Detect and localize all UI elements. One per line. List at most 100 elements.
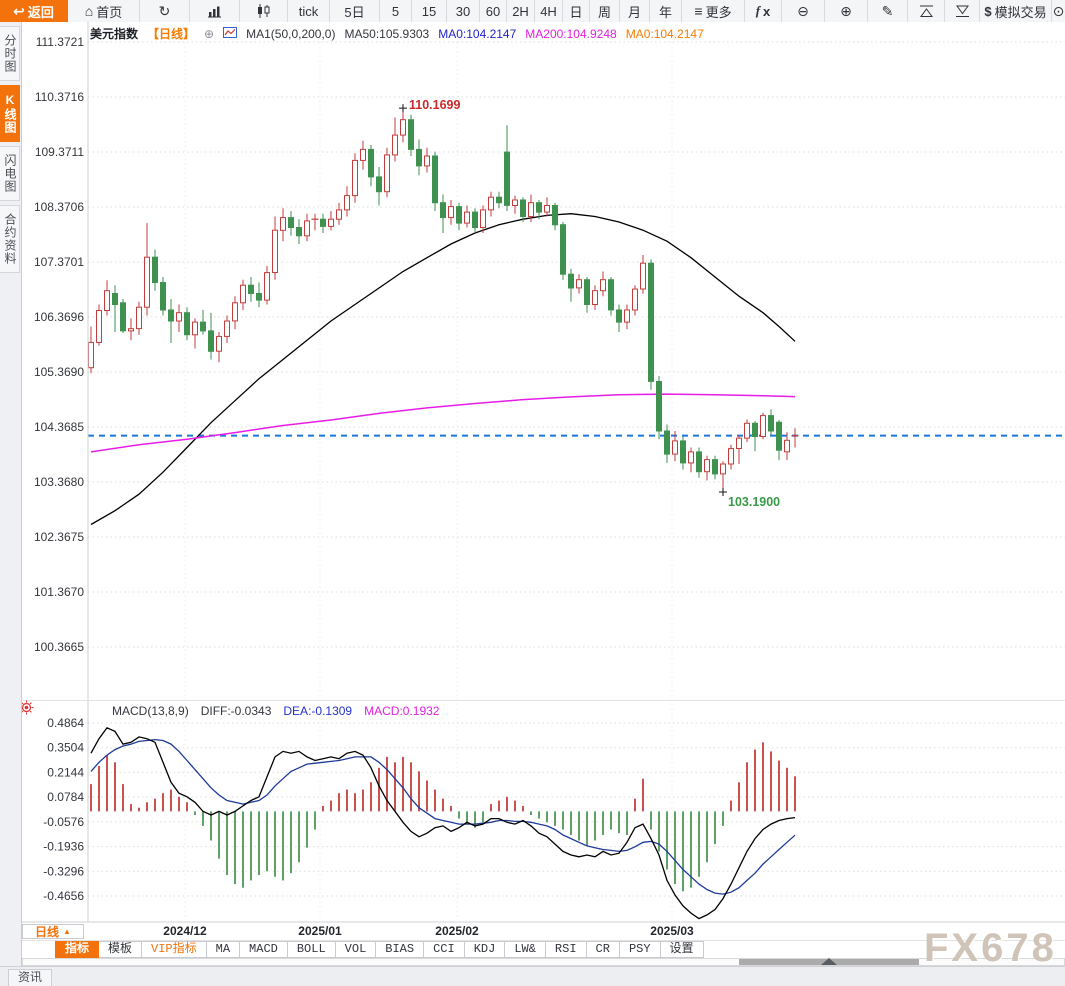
candle-body <box>768 415 774 432</box>
sidebar-item-lightning-chart[interactable]: 闪电图 <box>0 146 20 201</box>
candle-body <box>120 302 126 332</box>
candle-body <box>328 218 334 227</box>
circle-icon: ⊙ <box>1052 3 1065 19</box>
candle-body <box>264 272 270 301</box>
sidebar-item-kline-chart[interactable]: K线图 <box>0 85 20 142</box>
tab-rsi[interactable]: RSI <box>545 941 587 958</box>
triangle-up-icon: ▲ <box>63 927 71 936</box>
candle-body <box>152 256 158 284</box>
tab-boll[interactable]: BOLL <box>287 941 336 958</box>
interval-year-button[interactable]: 年 <box>650 0 682 22</box>
candle-body <box>280 217 286 231</box>
candle-body <box>248 284 254 295</box>
main-axis-label: 108.3706 <box>34 200 84 214</box>
tab-vip-indicator[interactable]: VIP指标 <box>142 941 207 958</box>
candle-body <box>144 256 150 308</box>
interval-30min-button[interactable]: 30 <box>447 0 480 22</box>
main-axis-label: 111.3721 <box>36 35 85 49</box>
tab-macd[interactable]: MACD <box>240 941 288 958</box>
indicator-target-icon[interactable] <box>19 700 34 720</box>
chart-header: 美元指数 【日线】 ⊕ MA1(50,0,200,0) MA50:105.930… <box>90 25 704 42</box>
tab-template[interactable]: 模板 <box>99 941 143 958</box>
candle-body <box>400 119 406 136</box>
ma-settings-icon[interactable] <box>223 26 238 41</box>
more-button[interactable]: ≡ 更多 <box>682 0 745 22</box>
interval-day-button[interactable]: 日 <box>563 0 590 22</box>
tab-cci[interactable]: CCI <box>424 941 465 958</box>
chart-scrollbar[interactable] <box>22 958 1065 966</box>
candle-body <box>608 279 614 311</box>
candle-body <box>184 312 190 336</box>
scrollbar-arrow-icon <box>821 958 837 965</box>
candle-body <box>696 451 702 473</box>
clipped-edge-button[interactable]: ⊙ <box>1052 0 1065 22</box>
candle-body <box>560 224 566 275</box>
tab-bias[interactable]: BIAS <box>376 941 425 958</box>
candle-body <box>512 199 518 206</box>
interval-5min-button[interactable]: 5 <box>380 0 412 22</box>
interval-15min-button[interactable]: 15 <box>412 0 447 22</box>
tab-indicator[interactable]: 指标 <box>55 941 100 958</box>
candle-body <box>360 148 366 161</box>
draw-button[interactable]: ✎ <box>868 0 908 22</box>
candle-body <box>536 202 542 213</box>
sidebar-item-contract-info[interactable]: 合约资料 <box>0 205 20 273</box>
tab-vol[interactable]: VOL <box>335 941 377 958</box>
candle-body <box>712 459 718 475</box>
candle-body <box>480 209 486 228</box>
main-axis-label: 109.3711 <box>35 145 84 159</box>
limit-down-button[interactable] <box>945 0 980 22</box>
zoom-in-button[interactable]: ⊕ <box>825 0 868 22</box>
macd-value: MACD:0.1932 <box>364 704 440 718</box>
candle-body <box>200 321 206 332</box>
macd-axis-label: 0.0784 <box>47 790 84 804</box>
interval-60min-button[interactable]: 60 <box>480 0 507 22</box>
tab-psy[interactable]: PSY <box>619 941 661 958</box>
tab-settings[interactable]: 设置 <box>660 941 704 958</box>
candle-body <box>96 310 102 343</box>
limit-up-button[interactable] <box>908 0 945 22</box>
candle-body <box>392 134 398 156</box>
interval-5day-button[interactable]: 5日 <box>330 0 380 22</box>
macd-axis-label: -0.3296 <box>43 864 84 878</box>
interval-tick-button[interactable]: tick <box>288 0 330 22</box>
tab-ma[interactable]: MA <box>206 941 241 958</box>
candle-body <box>544 205 550 213</box>
low-price-annotation: 103.1900 <box>728 495 780 509</box>
candle-body <box>288 217 294 229</box>
macd-axis-label: -0.4656 <box>43 889 84 903</box>
ma0-blue-value: MA0:104.2147 <box>438 26 517 41</box>
interval-2h-button[interactable]: 2H <box>507 0 535 22</box>
macd-axis-label: 0.4864 <box>47 716 84 730</box>
tab-kdj[interactable]: KDJ <box>464 941 506 958</box>
zoom-out-button[interactable]: ⊖ <box>782 0 825 22</box>
ma0-orange-value: MA0:104.2147 <box>625 26 704 41</box>
news-tab[interactable]: 资讯 <box>8 969 53 986</box>
period-selector[interactable]: 日线 ▲ <box>22 924 84 939</box>
candle-body <box>760 415 766 438</box>
simulated-trading-button[interactable]: $ 模拟交易 <box>980 0 1052 22</box>
main-axis-label: 103.3680 <box>34 475 84 489</box>
interval-month-button[interactable]: 月 <box>620 0 650 22</box>
interval-4h-button[interactable]: 4H <box>535 0 563 22</box>
bar-chart-button[interactable] <box>190 0 240 22</box>
main-axis-label: 106.3696 <box>34 310 84 324</box>
sidebar-item-time-chart[interactable]: 分时图 <box>0 26 20 81</box>
back-button[interactable]: ↩ 返回 <box>0 0 68 22</box>
home-button[interactable]: ⌂ 首页 <box>68 0 140 22</box>
ma-settings-label: MA1(50,0,200,0) <box>246 26 336 41</box>
add-indicator-icon[interactable]: ⊕ <box>204 26 215 41</box>
tab-cr[interactable]: CR <box>586 941 620 958</box>
interval-week-button[interactable]: 周 <box>590 0 620 22</box>
macd-axis-label: 0.3504 <box>47 741 84 755</box>
refresh-button[interactable]: ↻ <box>140 0 190 22</box>
candle-body <box>592 290 598 306</box>
scrollbar-thumb[interactable] <box>739 958 919 965</box>
candle-chart-button[interactable] <box>240 0 288 22</box>
candle-body <box>456 206 462 224</box>
ma200-value: MA200:104.9248 <box>525 26 617 41</box>
tab-lw[interactable]: LW& <box>505 941 546 958</box>
